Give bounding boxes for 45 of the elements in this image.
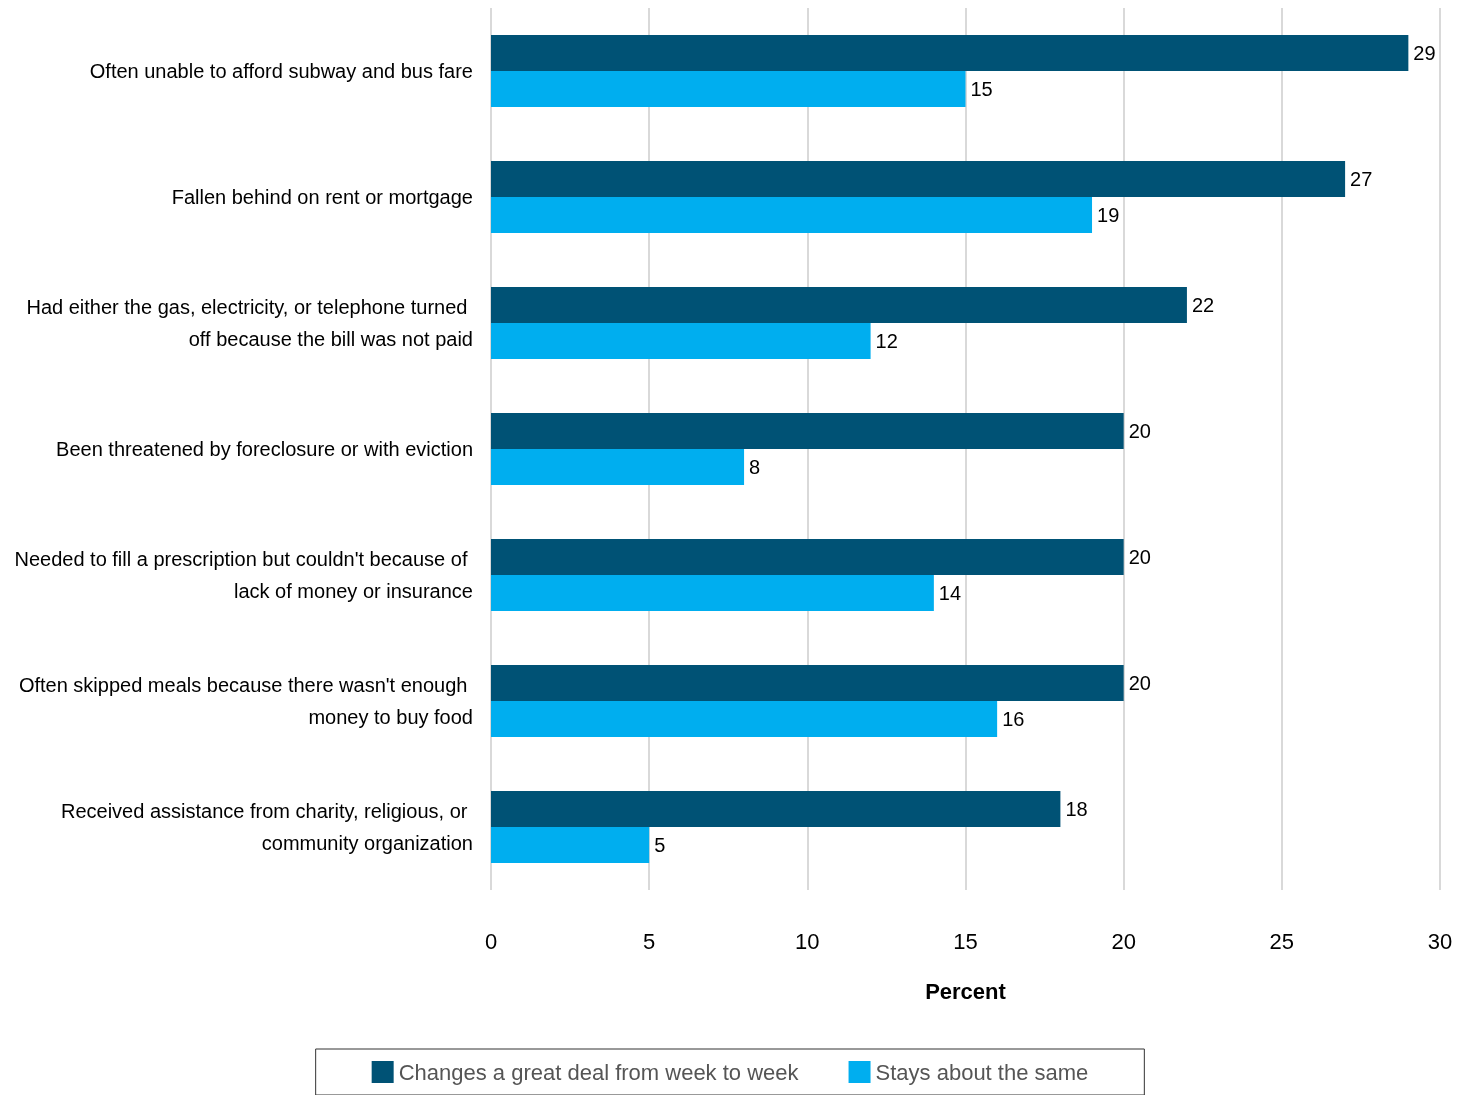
data-label: 12 [875,330,898,352]
legend-label: Stays about the same [875,1059,1089,1085]
x-tick-label: 30 [1427,928,1453,954]
bar [491,539,1124,575]
data-label: 8 [749,456,761,478]
bar [491,413,1124,449]
data-label: 29 [1413,42,1436,64]
bar [491,827,650,863]
bar [491,71,966,107]
data-label: 22 [1191,294,1215,316]
x-tick-label: 15 [953,928,978,954]
legend-label: Changes a great deal from week to week [398,1059,800,1085]
bar [491,35,1409,71]
data-label: 16 [1002,708,1025,730]
data-label: 18 [1065,798,1088,820]
x-tick-label: 25 [1269,928,1295,954]
bar [491,287,1187,323]
y-tick-label: Fallen behind on rent or mortgage [171,186,473,208]
y-tick-label: Been threatened by foreclosure or with eviction [56,438,473,460]
bar [491,791,1061,827]
x-tick-label: 20 [1111,928,1136,954]
bar [491,161,1346,197]
data-label: 14 [938,582,962,604]
data-label: 20 [1128,546,1151,568]
x-tick-label: 0 [484,928,498,954]
y-tick-label: Received assistance from charity, religious, or community organization [60,800,473,854]
data-label: 20 [1128,420,1151,442]
data-label: 15 [970,78,993,100]
bar [491,575,934,611]
data-label: 5 [654,834,666,856]
y-tick-label: Needed to fill a prescription but couldn't because of lack of money or insurance [14,548,473,602]
bar [491,449,745,485]
bar [491,665,1124,701]
x-axis-title: Percent [925,978,1007,1004]
x-tick-label: 5 [643,928,656,954]
x-tick-label: 10 [795,928,820,954]
bar [491,323,871,359]
data-label: 27 [1350,168,1373,190]
data-label: 20 [1128,672,1151,694]
y-tick-label: Often unable to afford subway and bus fare [89,60,473,82]
bar [491,701,998,737]
y-tick-label: Had either the gas, electricity, or telephone turned off because the bill was not paid [26,296,473,350]
y-tick-label: Often skipped meals because there wasn't enough money to buy food [18,674,473,728]
bar [491,197,1093,233]
data-label: 19 [1097,204,1120,226]
